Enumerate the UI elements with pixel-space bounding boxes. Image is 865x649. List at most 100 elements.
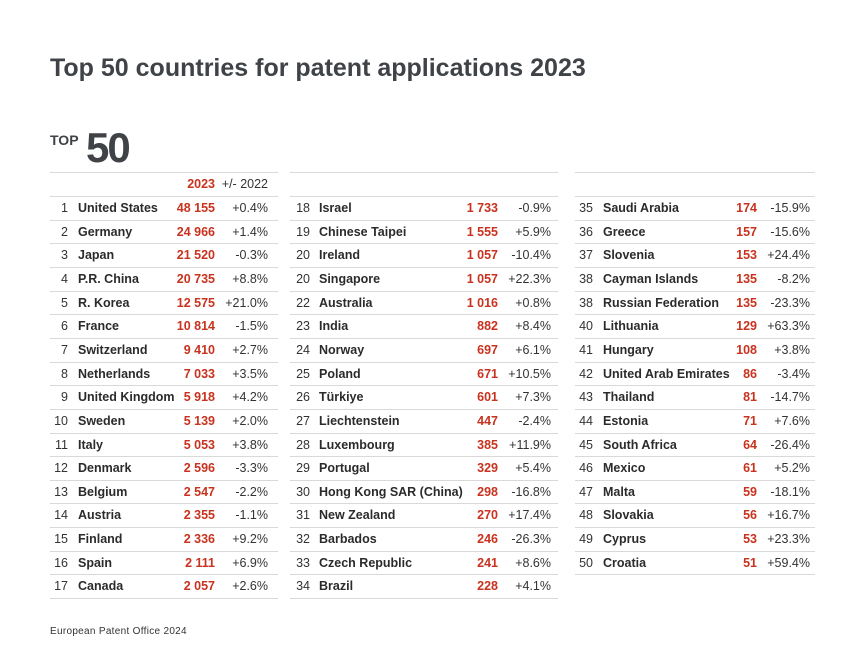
rank: 41 (579, 342, 593, 357)
rank: 29 (296, 461, 310, 476)
country: Finland (78, 532, 123, 547)
rule (50, 243, 278, 245)
applications: 2 547 (183, 484, 215, 499)
change: -26.4% (770, 437, 810, 452)
rank: 9 (61, 390, 68, 405)
applications: 447 (477, 413, 498, 428)
rank: 49 (579, 532, 593, 547)
applications: 108 (736, 342, 757, 357)
change: +0.4% (232, 201, 268, 215)
applications: 1 733 (466, 201, 498, 215)
rank: 1 (61, 201, 68, 215)
applications: 64 (743, 437, 757, 452)
change: +7.6% (774, 413, 810, 428)
country: United Kingdom (78, 390, 175, 405)
rule (290, 385, 558, 387)
rule (290, 503, 558, 505)
country: Estonia (603, 413, 649, 428)
rule (290, 598, 558, 600)
applications: 601 (477, 390, 498, 405)
applications: 1 016 (466, 295, 498, 310)
title: Top 50 countries for patent applications… (50, 54, 586, 82)
change: +8.6% (515, 555, 551, 570)
rank: 50 (579, 555, 593, 570)
applications: 56 (743, 508, 757, 523)
applications: 1 555 (466, 224, 498, 239)
applications: 59 (743, 484, 757, 499)
country: Spain (78, 555, 113, 570)
rank: 37 (579, 248, 593, 263)
country: Portugal (319, 461, 370, 476)
rule (575, 574, 815, 576)
change: +1.4% (232, 224, 268, 239)
applications: 5 053 (183, 437, 215, 452)
rank: 31 (296, 508, 310, 523)
rule (575, 408, 815, 410)
country: France (78, 319, 119, 334)
rank: 38 (579, 271, 593, 286)
country: Croatia (603, 555, 647, 570)
change: -0.9% (518, 201, 551, 215)
rule (290, 479, 558, 481)
rule (50, 574, 278, 576)
country: Cyprus (603, 532, 647, 547)
rank: 2 (61, 224, 68, 239)
change: +59.4% (767, 555, 810, 570)
rule (290, 432, 558, 434)
rule (50, 172, 278, 173)
applications: 2 336 (183, 532, 215, 547)
country: Denmark (78, 461, 132, 476)
rule (290, 527, 558, 529)
country: Luxembourg (319, 437, 395, 452)
rank: 46 (579, 461, 593, 476)
rank: 20 (296, 271, 310, 286)
rule (575, 432, 815, 434)
change: +8.8% (232, 271, 268, 286)
change: -0.3% (235, 248, 268, 263)
applications: 241 (477, 555, 498, 570)
change: +17.4% (508, 508, 551, 523)
rank: 20 (296, 248, 310, 263)
rank: 34 (296, 579, 310, 594)
country: United Arab Emirates (603, 366, 730, 381)
rule (290, 574, 558, 576)
country: Poland (319, 366, 361, 381)
change: +5.4% (515, 461, 551, 476)
change: -14.7% (770, 390, 810, 405)
country: P.R. China (78, 271, 139, 286)
rule (50, 527, 278, 529)
rule (290, 290, 558, 292)
country: Slovenia (603, 248, 655, 263)
change: +9.2% (232, 532, 268, 547)
change: +22.3% (508, 271, 551, 286)
applications: 71 (743, 413, 757, 428)
rule (290, 337, 558, 339)
change: +6.1% (515, 342, 551, 357)
country: Thailand (603, 390, 655, 405)
country: Russian Federation (603, 295, 719, 310)
rule (290, 266, 558, 268)
change: -18.1% (770, 484, 810, 499)
country: Australia (319, 295, 373, 310)
rule (575, 550, 815, 552)
rule (575, 527, 815, 529)
country: Germany (78, 224, 133, 239)
change: +3.8% (774, 342, 810, 357)
country: Ireland (319, 248, 360, 263)
rule (290, 361, 558, 363)
rule (290, 219, 558, 221)
country: Hungary (603, 342, 654, 357)
applications: 2 057 (183, 579, 215, 594)
country: Saudi Arabia (603, 201, 679, 215)
applications: 5 139 (183, 413, 215, 428)
rank: 18 (296, 201, 310, 215)
change: -2.4% (518, 413, 551, 428)
country: United States (78, 201, 158, 215)
change: +6.9% (232, 555, 268, 570)
country: Liechtenstein (319, 413, 400, 428)
rank: 30 (296, 484, 310, 499)
applications: 5 918 (183, 390, 215, 405)
rank: 16 (54, 555, 68, 570)
change: -15.9% (770, 201, 810, 215)
rank: 13 (54, 484, 68, 499)
